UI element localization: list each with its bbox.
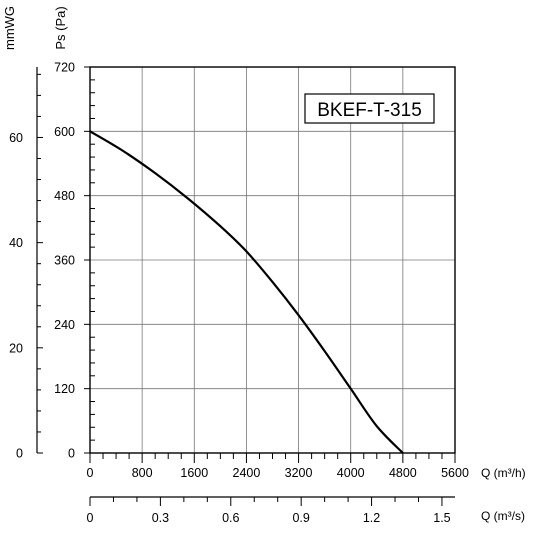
- pa-tick-label: 120: [54, 382, 75, 396]
- q-m3s-tick-label: 0: [87, 511, 94, 525]
- q-m3h-axis-label: Q (m³/h): [481, 466, 526, 480]
- mmwg-axis-label: mmWG: [2, 6, 17, 50]
- model-label-box: BKEF-T-315: [304, 93, 435, 124]
- model-label-frame: [304, 93, 435, 124]
- q-m3s-tick-label: 0.3: [152, 511, 169, 525]
- pa-tick-label: 360: [54, 254, 75, 268]
- q-m3s-tick-label: 1.5: [433, 511, 450, 525]
- mmwg-tick-label: 0: [16, 447, 23, 461]
- pa-tick-label: 720: [54, 61, 75, 75]
- q-m3h-tick-label: 1600: [180, 466, 208, 480]
- q-m3h-tick-label: 4800: [389, 466, 417, 480]
- q-m3h-tick-label: 3200: [285, 466, 313, 480]
- q-m3s-tick-label: 1.2: [363, 511, 380, 525]
- model-label: BKEF-T-315: [317, 100, 422, 121]
- q-m3s-tick-label: 0.9: [292, 511, 309, 525]
- performance-curve: [89, 130, 404, 454]
- mmwg-tick-label: 60: [9, 131, 23, 145]
- q-m3h-tick-label: 4000: [337, 466, 365, 480]
- q-m3h-tick-label: 0: [87, 466, 94, 480]
- q-m3h-tick-label: 5600: [441, 466, 469, 480]
- pa-tick-label: 0: [68, 447, 75, 461]
- q-m3h-tick-label: 2400: [233, 466, 261, 480]
- pa-tick-label: 240: [54, 318, 75, 332]
- q-m3s-tick-label: 0.6: [222, 511, 239, 525]
- q-m3h-tick-label: 800: [132, 466, 153, 480]
- q-m3s-axis-label: Q (m³/s): [481, 509, 525, 523]
- pa-tick-label: 480: [54, 189, 75, 203]
- pa-tick-label: 600: [54, 125, 75, 139]
- mmwg-tick-label: 40: [9, 236, 23, 250]
- grid-lines: [89, 66, 456, 454]
- axis-labels: mmWG Ps (Pa) Q (m³/h) Q (m³/s): [2, 6, 526, 523]
- curve-layer: [89, 130, 404, 454]
- mmwg-tick-label: 20: [9, 341, 23, 355]
- pa-axis-label: Ps (Pa): [53, 6, 68, 49]
